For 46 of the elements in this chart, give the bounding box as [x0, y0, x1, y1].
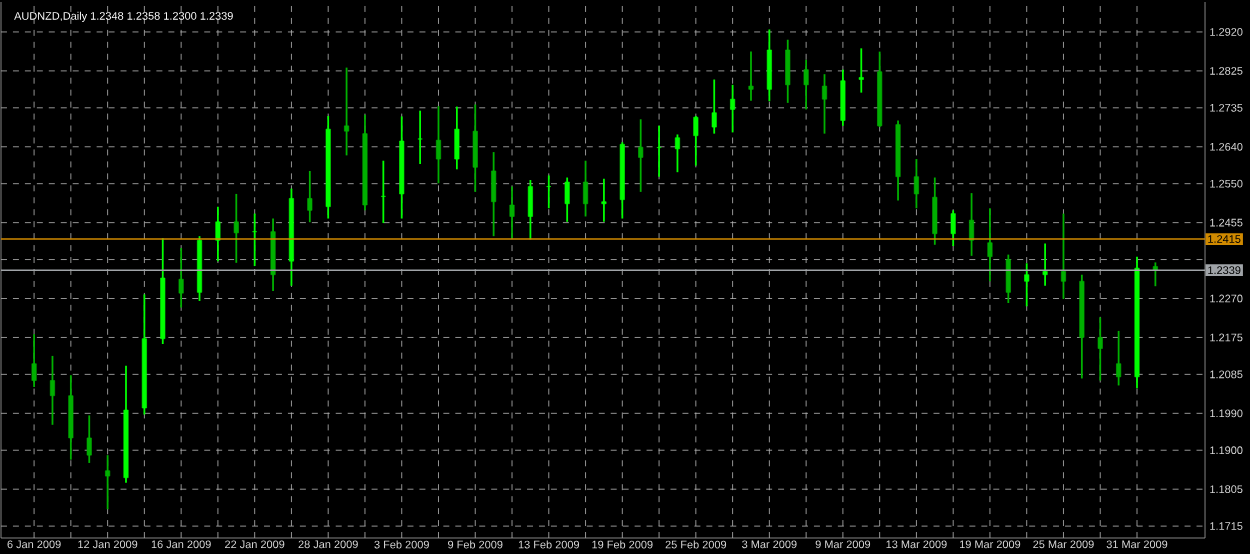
candlestick — [932, 176, 938, 246]
candlestick — [840, 68, 846, 127]
candlestick — [435, 105, 441, 185]
candlestick — [233, 193, 239, 264]
candlestick — [1042, 242, 1048, 287]
candlestick — [822, 73, 828, 135]
candlestick — [49, 355, 55, 426]
candlestick — [748, 50, 754, 102]
candlestick — [417, 109, 423, 165]
candlestick — [711, 78, 717, 135]
candlestick — [913, 158, 919, 210]
candlestick — [674, 133, 680, 174]
candlestick — [509, 185, 515, 240]
candlestick — [858, 47, 864, 94]
candlestick — [31, 333, 37, 388]
candlestick — [950, 209, 956, 247]
candlestick — [491, 151, 497, 238]
candlestick — [1060, 212, 1066, 300]
candlestick — [178, 247, 184, 309]
candlestick — [215, 205, 221, 263]
candlestick — [583, 159, 589, 218]
candlestick — [766, 28, 772, 103]
candlestick — [68, 374, 74, 461]
candlestick — [638, 118, 644, 193]
candlestick — [730, 83, 736, 134]
candlestick — [380, 159, 386, 224]
candlestick — [1005, 253, 1011, 304]
candlestick — [270, 217, 276, 293]
candlestick — [693, 115, 699, 167]
candlestick — [1024, 262, 1030, 308]
candlestick — [252, 212, 258, 267]
candlestick — [987, 207, 993, 283]
candlestick — [564, 176, 570, 223]
candlestick — [1116, 330, 1122, 387]
candlestick — [527, 179, 533, 241]
candlestick — [472, 103, 478, 193]
candlestick — [803, 58, 809, 111]
candlestick — [785, 38, 791, 104]
candlestick — [105, 454, 111, 511]
candlestick — [344, 66, 350, 157]
candlestick — [307, 170, 313, 224]
candlestick — [969, 192, 975, 257]
candlestick — [601, 177, 607, 223]
candlestick — [1097, 316, 1103, 382]
candlestick — [86, 414, 92, 464]
candlestick — [454, 105, 460, 171]
